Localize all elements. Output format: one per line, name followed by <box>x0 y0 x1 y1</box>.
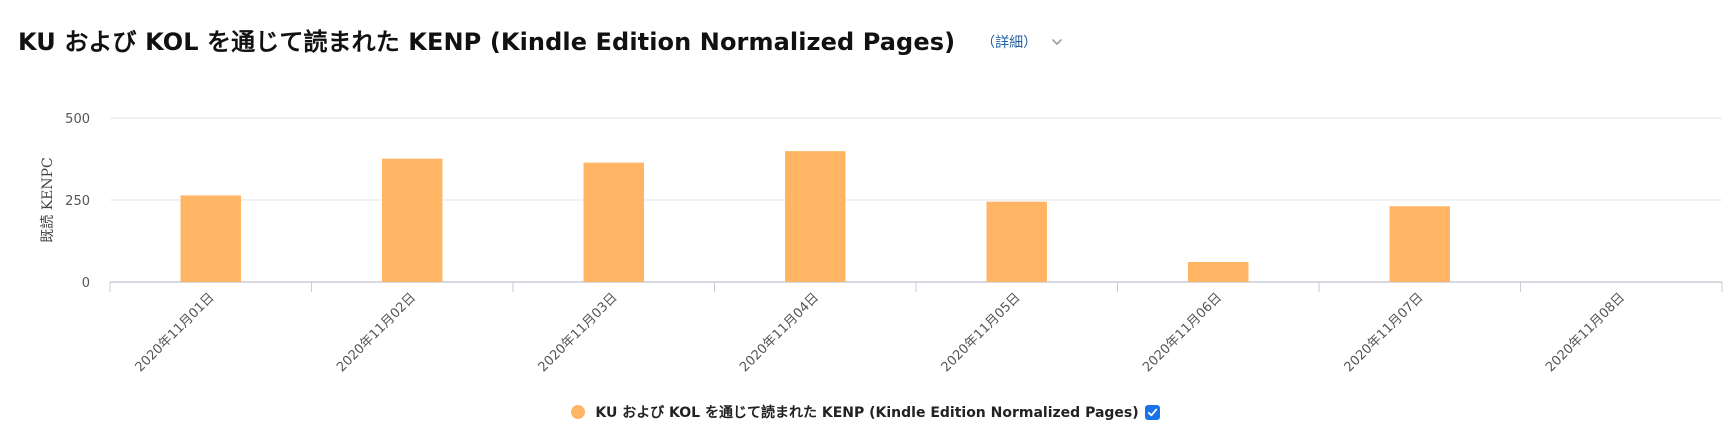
x-tick-label: 2020年11月02日 <box>334 290 419 375</box>
bar <box>180 195 241 282</box>
x-tick-label: 2020年11月07日 <box>1342 290 1427 375</box>
checkmark-icon <box>1147 408 1157 416</box>
bar <box>785 151 846 282</box>
y-axis-title: 既読 KENPC <box>39 157 56 243</box>
chevron-down-icon[interactable] <box>1051 36 1063 48</box>
bar <box>382 158 443 282</box>
y-tick-label: 500 <box>65 112 90 127</box>
chart-header: KU および KOL を通じて読まれた KENP (Kindle Edition… <box>18 22 1063 57</box>
y-tick-label: 250 <box>65 194 90 209</box>
chart-title: KU および KOL を通じて読まれた KENP (Kindle Edition… <box>18 28 956 56</box>
x-tick-label: 2020年11月01日 <box>133 290 218 375</box>
legend-marker <box>571 405 586 419</box>
x-tick-label: 2020年11月03日 <box>536 290 621 375</box>
details-link[interactable]: （詳細） <box>981 34 1038 51</box>
legend-label: KU および KOL を通じて読まれた KENP (Kindle Edition… <box>595 405 1139 421</box>
x-tick-label: 2020年11月05日 <box>939 290 1024 375</box>
bar <box>583 162 644 282</box>
x-tick-label: 2020年11月06日 <box>1140 290 1225 375</box>
x-tick-label: 2020年11月04日 <box>737 290 822 375</box>
legend-checkbox[interactable] <box>1144 404 1160 420</box>
bar <box>986 201 1047 282</box>
legend: KU および KOL を通じて読まれた KENP (Kindle Edition… <box>0 402 1731 422</box>
bar <box>1389 206 1450 282</box>
x-tick-label: 2020年11月08日 <box>1543 290 1628 375</box>
bar-chart: 0 250 500 既読 KENPC 2020年11月01日 2020年11月02日 202… <box>39 112 1723 375</box>
bar <box>1188 261 1249 282</box>
y-tick-label: 0 <box>82 276 90 291</box>
